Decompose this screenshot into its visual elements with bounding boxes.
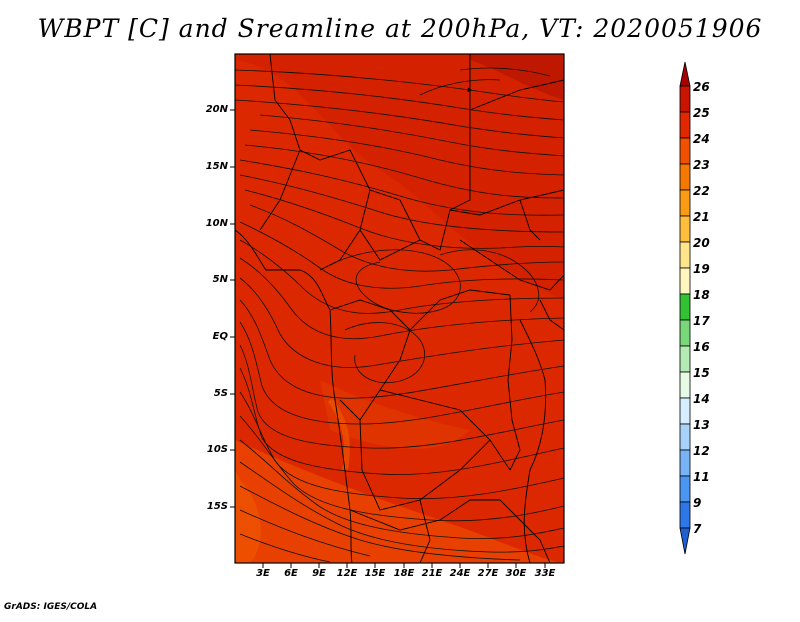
grads-credit: GrADS: IGES/COLA: [4, 602, 98, 612]
lon-label-30e: 30E: [505, 568, 527, 579]
colorbar-label-14: 14: [693, 392, 710, 406]
colorbar-label-12: 12: [693, 444, 710, 458]
lon-label-33e: 33E: [534, 568, 556, 579]
colorbar-label-11: 11: [693, 470, 710, 484]
lat-label-eq: EQ: [212, 331, 228, 342]
lat-label-20n: 20N: [205, 104, 228, 115]
colorbar-label-17: 17: [693, 314, 710, 328]
lon-label-27e: 27E: [477, 568, 499, 579]
lon-label-9e: 9E: [312, 568, 326, 579]
lon-label-6e: 6E: [284, 568, 298, 579]
colorbar-label-15: 15: [693, 366, 710, 380]
colorbar-label-26: 26: [693, 80, 710, 94]
lon-label-18e: 18E: [393, 568, 415, 579]
colorbar-label-21: 21: [693, 210, 710, 224]
lat-label-5s: 5S: [213, 388, 228, 399]
colorbar: [679, 61, 691, 555]
lat-label-10s: 10S: [206, 444, 228, 455]
lat-label-10n: 10N: [205, 218, 228, 229]
borders: [235, 54, 564, 563]
colorbar-label-25: 25: [693, 106, 710, 120]
plot-title: WBPT [C] and Sreamline at 200hPa, VT: 20…: [37, 14, 763, 43]
streamlines: [235, 67, 564, 563]
colorbar-label-22: 22: [693, 184, 710, 198]
lon-ticks: [262, 563, 546, 568]
colorbar-label-9: 9: [693, 496, 702, 510]
colorbar-label-16: 16: [693, 340, 710, 354]
lon-label-24e: 24E: [449, 568, 471, 579]
colorbar-label-7: 7: [693, 522, 702, 536]
colorbar-label-24: 24: [693, 132, 710, 146]
wbpt-field: [235, 54, 564, 563]
colorbar-label-23: 23: [693, 158, 710, 172]
lat-label-15n: 15N: [205, 161, 228, 172]
lon-label-12e: 12E: [336, 568, 358, 579]
lat-ticks: [230, 109, 235, 508]
colorbar-label-13: 13: [693, 418, 710, 432]
lat-label-5n: 5N: [212, 274, 228, 285]
colorbar-label-20: 20: [693, 236, 710, 250]
lon-label-21e: 21E: [421, 568, 443, 579]
colorbar-label-18: 18: [693, 288, 710, 302]
lon-label-15e: 15E: [364, 568, 386, 579]
colorbar-label-19: 19: [693, 262, 710, 276]
lat-label-15s: 15S: [206, 501, 228, 512]
lon-label-3e: 3E: [256, 568, 270, 579]
map-frame: [234, 53, 565, 564]
